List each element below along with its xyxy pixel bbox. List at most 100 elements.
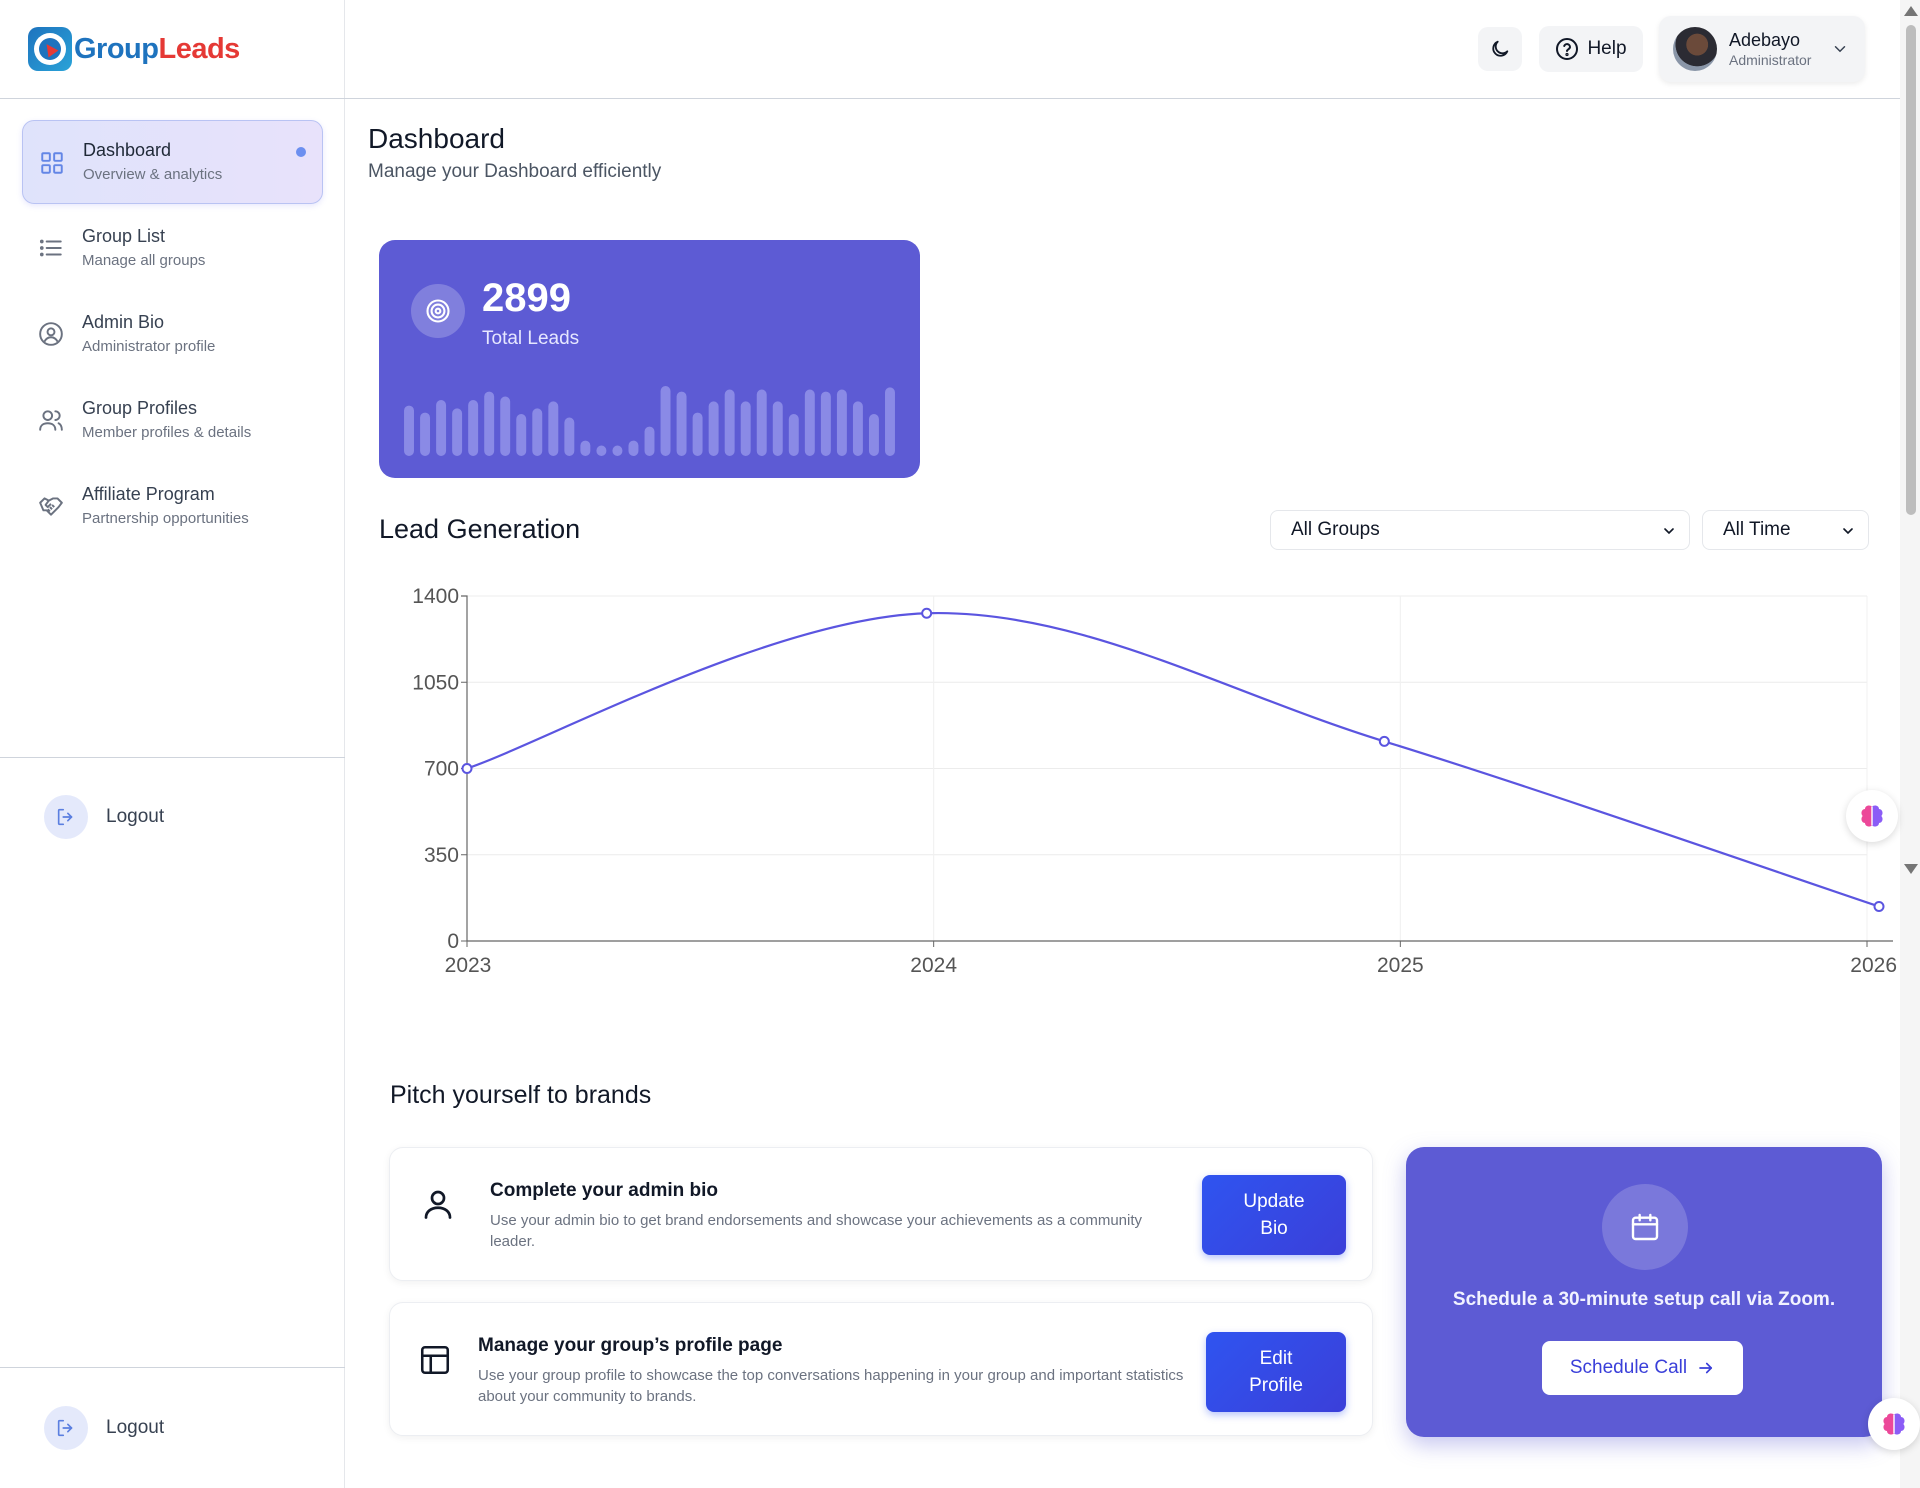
sparkline-bar	[500, 396, 511, 456]
scroll-up-arrow[interactable]	[1904, 6, 1918, 16]
sidebar-item-title: Admin Bio	[82, 312, 165, 332]
sparkline-bar	[516, 414, 527, 456]
lead-generation-chart: 0 350 700 1050 1400 2023 2024 2025 2026	[412, 585, 1897, 977]
sparkline-bar	[804, 389, 815, 456]
sparkline-bar	[756, 389, 767, 456]
header-divider	[345, 98, 1900, 99]
sparkline-bar	[644, 426, 655, 456]
grid-icon	[41, 152, 63, 174]
brand-name: GroupLeads	[74, 32, 240, 65]
lead-data-point[interactable]	[921, 607, 933, 619]
y-tick-label: 700	[424, 758, 459, 781]
chevron-down-icon	[1664, 528, 1674, 535]
sparkline-bar	[580, 440, 591, 456]
time-filter-select[interactable]: All Time	[1702, 510, 1869, 550]
sparkline-bar	[852, 401, 863, 456]
user-menu[interactable]: Adebayo Administrator	[1659, 16, 1865, 82]
sidebar-item-group-list[interactable]: Group List Manage all groups	[22, 206, 323, 290]
pitch-section-title: Pitch yourself to brands	[390, 1081, 652, 1109]
sidebar-divider-bottom	[0, 1367, 345, 1368]
schedule-call-button[interactable]: Schedule Call	[1542, 1341, 1743, 1395]
edit-profile-button-line2: Profile	[1249, 1375, 1303, 1396]
sidebar-item-admin-bio[interactable]: Admin Bio Administrator profile	[22, 292, 323, 376]
sidebar-item-group-profiles[interactable]: Group Profiles Member profiles & details	[22, 378, 323, 462]
y-tick-label: 1050	[412, 671, 459, 694]
help-button[interactable]: Help	[1539, 26, 1643, 72]
edit-profile-button[interactable]: Edit Profile	[1206, 1332, 1346, 1412]
logout-icon	[44, 795, 88, 839]
edit-profile-button-line1: Edit	[1259, 1348, 1293, 1369]
sparkline-bar	[692, 412, 703, 456]
page-subtitle: Manage your Dashboard efficiently	[368, 161, 662, 182]
sidebar-item-title: Affiliate Program	[82, 484, 215, 504]
leads-sparkline	[404, 386, 895, 456]
sidebar-item-title: Dashboard	[83, 140, 172, 160]
total-leads-value: 2899	[482, 276, 571, 320]
chevron-down-icon	[1834, 46, 1846, 53]
group-profile-title: Manage your group’s profile page	[478, 1335, 783, 1356]
update-bio-button[interactable]: Update Bio	[1202, 1175, 1346, 1255]
sidebar-item-subtitle: Partnership opportunities	[82, 510, 249, 527]
sparkline-bar	[788, 414, 799, 456]
sparkline-bar	[612, 445, 623, 456]
lead-data-point[interactable]	[461, 763, 473, 774]
admin-bio-description: Use your admin bio to get brand endorsem…	[490, 1212, 1143, 1250]
update-bio-button-line1: Update	[1243, 1191, 1305, 1212]
lead-series-line	[466, 612, 1880, 908]
logout-button-bottom[interactable]: Logout	[44, 1406, 164, 1450]
user-circle-icon	[39, 322, 63, 346]
avatar	[1673, 27, 1717, 71]
sparkline-bar	[548, 401, 559, 456]
target-icon	[411, 284, 465, 338]
total-leads-label: Total Leads	[482, 328, 580, 349]
sidebar: GroupLeads Dashboard Overview & analytics…	[0, 0, 345, 1488]
sidebar-item-affiliate-program[interactable]: Affiliate Program Partnership opportuniti…	[22, 464, 323, 548]
scroll-down-arrow[interactable]	[1904, 864, 1918, 874]
admin-bio-title: Complete your admin bio	[490, 1180, 719, 1201]
sparkline-bar	[404, 405, 414, 456]
logo-mark-icon	[28, 27, 72, 71]
arrow-right-icon	[1699, 1362, 1713, 1374]
logout-label: Logout	[106, 806, 165, 827]
sparkline-bar	[564, 417, 575, 456]
group-profile-card: Manage your group’s profile page Use you…	[389, 1302, 1373, 1436]
theme-toggle-button[interactable]	[1478, 27, 1522, 71]
sparkline-bar	[660, 386, 671, 456]
sparkline-bar	[452, 408, 463, 456]
sparkline-bar	[708, 401, 719, 456]
layout-icon	[420, 1345, 450, 1375]
admin-bio-card: Complete your admin bio Use your admin b…	[389, 1147, 1373, 1281]
logout-button[interactable]: Logout	[44, 795, 164, 839]
assistant-fab[interactable]	[1846, 790, 1898, 842]
page-title: Dashboard	[368, 123, 505, 154]
y-tick-label: 1400	[412, 585, 459, 608]
sidebar-item-subtitle: Manage all groups	[82, 252, 206, 269]
sparkline-bar	[836, 389, 847, 456]
sidebar-divider-middle	[0, 757, 345, 758]
sidebar-item-title: Group Profiles	[82, 398, 198, 418]
lead-data-point[interactable]	[1873, 901, 1885, 912]
sparkline-bar	[596, 445, 607, 456]
scrollbar-thumb[interactable]	[1906, 25, 1916, 515]
sidebar-item-subtitle: Administrator profile	[82, 338, 216, 355]
sparkline-bar	[868, 414, 879, 456]
calendar-icon	[1602, 1184, 1688, 1270]
lead-data-point[interactable]	[1378, 735, 1390, 747]
schedule-call-label: Schedule Call	[1569, 1357, 1688, 1378]
sparkline-bar	[420, 412, 431, 456]
schedule-call-text: Schedule a 30-minute setup call via Zoom…	[1452, 1289, 1836, 1310]
x-tick-label: 2026	[1850, 954, 1897, 977]
user-name: Adebayo	[1729, 30, 1801, 50]
brand-logo[interactable]: GroupLeads	[28, 26, 240, 72]
schedule-call-card: Schedule a 30-minute setup call via Zoom…	[1406, 1147, 1882, 1437]
sidebar-nav: Dashboard Overview & analytics Group List…	[22, 120, 323, 550]
sparkline-bar	[820, 391, 831, 456]
sparkline-bar	[532, 408, 543, 456]
sparkline-bar	[484, 391, 495, 456]
sparkline-bar	[724, 389, 735, 456]
group-filter-select[interactable]: All Groups	[1270, 510, 1690, 550]
assistant-fab-bottom[interactable]	[1868, 1398, 1920, 1450]
x-tick-label: 2024	[910, 954, 957, 977]
sparkline-bar	[436, 400, 447, 456]
sidebar-item-dashboard[interactable]: Dashboard Overview & analytics	[22, 120, 323, 204]
